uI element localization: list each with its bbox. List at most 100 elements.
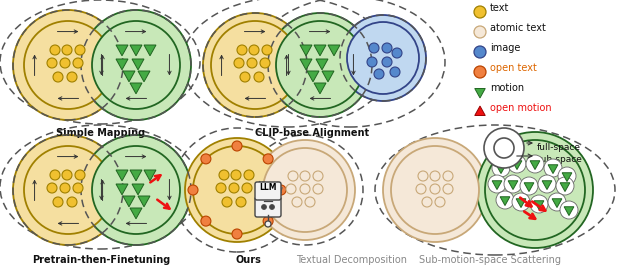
Ellipse shape: [255, 140, 355, 240]
Text: open text: open text: [490, 63, 537, 73]
Circle shape: [261, 204, 266, 209]
Circle shape: [53, 72, 63, 82]
Polygon shape: [316, 59, 328, 70]
Circle shape: [236, 197, 246, 207]
Circle shape: [300, 171, 310, 181]
Circle shape: [263, 216, 273, 226]
Circle shape: [50, 170, 60, 180]
Polygon shape: [130, 83, 142, 94]
Circle shape: [300, 184, 310, 194]
Circle shape: [231, 170, 241, 180]
Circle shape: [232, 141, 242, 151]
Polygon shape: [534, 201, 544, 209]
Circle shape: [265, 221, 271, 227]
FancyBboxPatch shape: [255, 182, 281, 200]
Polygon shape: [144, 45, 156, 56]
Polygon shape: [132, 59, 144, 70]
Polygon shape: [132, 184, 144, 195]
Circle shape: [193, 146, 281, 234]
Circle shape: [92, 146, 180, 234]
Polygon shape: [492, 181, 502, 190]
Polygon shape: [552, 199, 562, 207]
Polygon shape: [524, 183, 534, 192]
Circle shape: [73, 183, 83, 193]
Ellipse shape: [477, 132, 593, 248]
Circle shape: [249, 45, 259, 55]
Circle shape: [392, 48, 402, 58]
Polygon shape: [300, 45, 312, 56]
Ellipse shape: [185, 138, 289, 242]
Text: Pretrain-then-Finetuning: Pretrain-then-Finetuning: [32, 255, 170, 265]
Polygon shape: [307, 71, 319, 82]
Ellipse shape: [268, 13, 372, 117]
Circle shape: [347, 22, 419, 94]
Circle shape: [474, 26, 486, 38]
Polygon shape: [530, 161, 540, 169]
Polygon shape: [516, 199, 526, 207]
Polygon shape: [512, 161, 522, 169]
Circle shape: [494, 138, 514, 158]
Polygon shape: [564, 207, 574, 216]
Ellipse shape: [81, 10, 191, 120]
Circle shape: [558, 167, 576, 185]
Circle shape: [240, 72, 250, 82]
Circle shape: [60, 58, 70, 68]
Circle shape: [201, 154, 211, 164]
Polygon shape: [475, 88, 485, 98]
Ellipse shape: [13, 10, 123, 120]
Circle shape: [474, 66, 486, 78]
Polygon shape: [116, 184, 128, 195]
Text: motion: motion: [490, 83, 524, 93]
Circle shape: [24, 146, 112, 234]
Polygon shape: [560, 183, 570, 192]
Circle shape: [313, 171, 323, 181]
Circle shape: [216, 183, 226, 193]
Circle shape: [369, 43, 379, 53]
Text: Simple Mapping: Simple Mapping: [56, 128, 145, 138]
Polygon shape: [130, 208, 142, 219]
Polygon shape: [548, 165, 558, 174]
Text: Sub-motion-space Scattering: Sub-motion-space Scattering: [419, 255, 561, 265]
Circle shape: [53, 197, 63, 207]
Circle shape: [422, 197, 432, 207]
Polygon shape: [562, 173, 572, 181]
Circle shape: [47, 58, 57, 68]
Polygon shape: [314, 83, 326, 94]
Circle shape: [244, 170, 254, 180]
Text: atomic text: atomic text: [490, 23, 546, 33]
Text: text: text: [490, 3, 509, 13]
Circle shape: [474, 46, 486, 58]
Circle shape: [390, 67, 400, 77]
Circle shape: [276, 21, 364, 109]
Polygon shape: [138, 196, 150, 207]
Circle shape: [526, 155, 544, 173]
Circle shape: [512, 193, 530, 211]
Circle shape: [67, 197, 77, 207]
Circle shape: [492, 159, 510, 177]
Ellipse shape: [81, 135, 191, 245]
Circle shape: [75, 45, 85, 55]
Circle shape: [73, 58, 83, 68]
Circle shape: [485, 140, 585, 240]
Circle shape: [430, 184, 440, 194]
Text: Ours: Ours: [235, 255, 261, 265]
Circle shape: [488, 175, 506, 193]
Circle shape: [305, 197, 315, 207]
Circle shape: [560, 201, 578, 219]
Circle shape: [24, 21, 112, 109]
Circle shape: [60, 183, 70, 193]
Circle shape: [262, 45, 272, 55]
Polygon shape: [542, 181, 552, 190]
Circle shape: [382, 43, 392, 53]
FancyBboxPatch shape: [255, 197, 281, 217]
Text: LLM: LLM: [259, 183, 277, 193]
Polygon shape: [500, 197, 510, 206]
Circle shape: [496, 191, 514, 209]
Circle shape: [391, 146, 479, 234]
Circle shape: [232, 229, 242, 239]
Circle shape: [67, 72, 77, 82]
Circle shape: [443, 171, 453, 181]
Ellipse shape: [383, 138, 487, 242]
Circle shape: [416, 184, 426, 194]
Circle shape: [254, 72, 264, 82]
